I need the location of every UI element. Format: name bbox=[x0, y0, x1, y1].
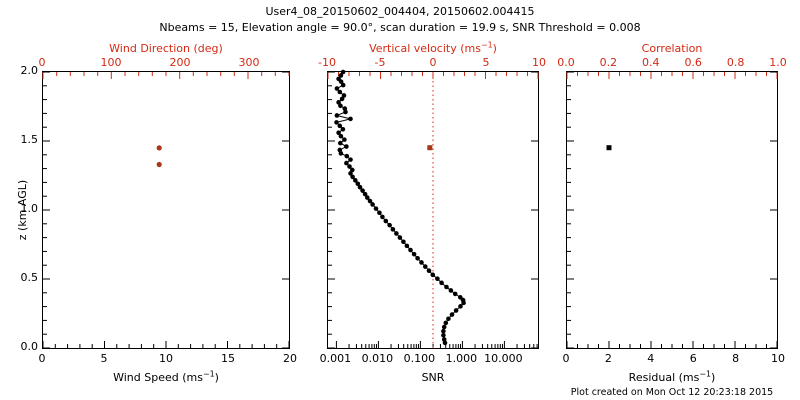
panel-wind-direction-points bbox=[156, 145, 162, 168]
tick-bot-snr-1.000: 1.000 bbox=[445, 352, 478, 365]
panel-wind-bottom-ticklabels: 0 5 10 15 20 bbox=[38, 352, 298, 368]
panel-residual-top-axis-label: Correlation bbox=[641, 42, 703, 55]
panel-wind-plot-area[interactable] bbox=[42, 71, 290, 349]
figure-subtitle: Nbeams = 15, Elevation angle = 90.0°, sc… bbox=[159, 21, 641, 34]
panel-residual-marker bbox=[606, 145, 612, 151]
panel-snr-bottom-axis-label: SNR bbox=[421, 371, 445, 384]
panel-snr-bottom-ticklabels: 0.001 0.010 0.100 1.000 10.000 bbox=[320, 352, 539, 368]
tick-bot-snr-10.000: 10.000 bbox=[484, 352, 523, 365]
panel-snr-top-ticks bbox=[327, 72, 539, 79]
tick-bot-res-4: 4 bbox=[647, 352, 655, 365]
tick-bot-ws-0: 0 bbox=[38, 352, 46, 365]
panel-snr-bottom-ticks bbox=[335, 341, 538, 348]
panel-wind-bottom-axis-label: Wind Speed (ms−1) bbox=[113, 369, 219, 384]
panel-residual-bottom-axis-label: Residual (ms−1) bbox=[628, 369, 716, 384]
panel-residual-plot-area[interactable] bbox=[566, 71, 778, 349]
tick-bot-ws-5: 5 bbox=[100, 352, 108, 365]
tick-bot-ws-15: 15 bbox=[221, 352, 235, 365]
panel-snr-top-axis-label: Vertical velocity (ms−1) bbox=[369, 40, 497, 55]
panel-residual-bottom-ticks bbox=[566, 341, 778, 348]
tick-bot-res-10: 10 bbox=[771, 352, 785, 365]
panel-snr-y-ticks bbox=[328, 71, 538, 349]
tick-bot-snr-0.010: 0.010 bbox=[361, 352, 394, 365]
tick-bot-snr-0.001: 0.001 bbox=[319, 352, 352, 365]
panel-wind-top-ticks bbox=[42, 72, 290, 79]
panel-residual-y-ticks bbox=[567, 71, 777, 349]
tick-top-w--10: -10 bbox=[318, 56, 336, 69]
panel-wind-bottom-ticks bbox=[42, 341, 290, 348]
tick-bot-ws-20: 20 bbox=[283, 352, 297, 365]
panel-wind-y-ticks bbox=[43, 71, 289, 349]
panel-wind-top-axis-label: Wind Direction (deg) bbox=[109, 42, 223, 55]
tick-bot-res-2: 2 bbox=[604, 352, 612, 365]
tick-y-2.0: 2.0 bbox=[20, 64, 39, 77]
tick-top-corr-1.0: 1.0 bbox=[769, 56, 787, 69]
tick-bot-res-0: 0 bbox=[562, 352, 570, 365]
tick-top-wd-0: 0 bbox=[38, 56, 46, 69]
panel-snr-top-ticklabels: -10 -5 0 5 10 bbox=[318, 56, 546, 72]
panel-residual-bottom-ticklabels: 0 2 4 6 8 10 bbox=[562, 352, 786, 368]
tick-top-w-10: 10 bbox=[532, 56, 546, 69]
tick-top-corr-0.6: 0.6 bbox=[684, 56, 702, 69]
panel-snr-plot-area[interactable] bbox=[327, 69, 539, 349]
plot-created-note: Plot created on Mon Oct 12 20:23:18 2015 bbox=[570, 387, 774, 398]
panel-residual-top-ticks bbox=[566, 72, 778, 79]
tick-top-wd-200: 200 bbox=[169, 56, 191, 69]
tick-y-0.5: 0.5 bbox=[20, 271, 39, 284]
y-axis-ticklabels: 2.0 1.5 1.0 0.5 0.0 bbox=[6, 64, 40, 353]
tick-y-1.5: 1.5 bbox=[20, 133, 39, 146]
tick-top-w-5: 5 bbox=[482, 56, 490, 69]
panel-residual-svg bbox=[566, 71, 778, 349]
tick-top-w-0: 0 bbox=[429, 56, 437, 69]
tick-bot-res-8: 8 bbox=[732, 352, 740, 365]
y-axis-label: z (km AGL) bbox=[16, 179, 29, 241]
tick-top-corr-0.8: 0.8 bbox=[726, 56, 745, 69]
tick-top-wd-300: 300 bbox=[238, 56, 260, 69]
tick-top-corr-0.4: 0.4 bbox=[642, 56, 660, 69]
panel-wind-top-ticklabels: 0 100 200 300 bbox=[38, 56, 290, 72]
panel-wind-svg bbox=[42, 71, 290, 349]
tick-y-1.0: 1.0 bbox=[20, 202, 39, 215]
tick-top-corr-0.2: 0.2 bbox=[599, 56, 618, 69]
panel-snr-profile-line bbox=[335, 71, 465, 344]
tick-bot-res-6: 6 bbox=[689, 352, 697, 365]
tick-y-0.0: 0.0 bbox=[20, 340, 39, 353]
panel-snr-profile-markers bbox=[334, 69, 466, 346]
tick-top-corr-0.0: 0.0 bbox=[557, 56, 575, 69]
panel-snr-svg bbox=[327, 69, 539, 349]
figure-title: User4_08_20150602_004404, 20150602.00441… bbox=[265, 5, 535, 18]
panel-snr-vertical-velocity-marker bbox=[427, 145, 433, 151]
tick-top-w--5: -5 bbox=[374, 56, 386, 69]
tick-bot-snr-0.100: 0.100 bbox=[403, 352, 436, 365]
tick-bot-ws-10: 10 bbox=[159, 352, 173, 365]
panel-residual-top-ticklabels: 0.0 0.2 0.4 0.6 0.8 1.0 bbox=[557, 56, 787, 72]
tick-top-wd-100: 100 bbox=[100, 56, 122, 69]
